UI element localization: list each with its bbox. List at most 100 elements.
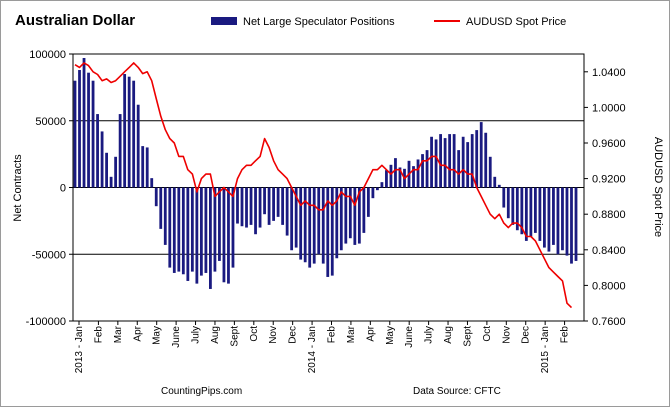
net-position-bar: [91, 80, 95, 188]
net-position-bar: [254, 187, 257, 235]
left-axis-title: Net Contracts: [12, 154, 24, 222]
net-position-bar: [245, 187, 248, 228]
net-position-bar: [488, 156, 492, 188]
net-position-bar: [281, 187, 285, 225]
net-position-bar: [231, 187, 235, 268]
net-position-bar: [362, 187, 366, 233]
net-position-bar: [294, 187, 298, 248]
x-tick-label: Apr: [132, 325, 143, 341]
x-tick-label: Sept: [229, 326, 240, 347]
net-position-bar: [132, 80, 136, 188]
net-position-bar: [276, 187, 280, 217]
net-position-bar: [565, 187, 569, 256]
net-position-bar: [136, 104, 140, 188]
net-position-bar: [308, 187, 312, 268]
x-tick-label: June: [404, 326, 415, 348]
net-position-bar: [145, 147, 149, 188]
right-tick-label: 0.8000: [592, 280, 626, 292]
net-position-bar: [96, 114, 99, 188]
net-position-bar: [524, 187, 528, 241]
net-position-bar: [497, 184, 501, 188]
right-axis-title: AUDUSD Spot Price: [652, 137, 664, 237]
net-position-bar: [357, 187, 361, 244]
net-position-bar: [150, 178, 154, 188]
net-position-bar: [421, 154, 424, 188]
x-tick-label: Aug: [443, 326, 454, 344]
x-tick-label: Feb: [93, 326, 104, 344]
footer-source-site: CountingPips.com: [161, 386, 242, 397]
net-position-bar: [425, 150, 429, 188]
net-position-bar: [416, 159, 420, 188]
net-position-bar: [249, 187, 253, 225]
price-line-series: [74, 62, 573, 309]
net-position-bar: [195, 187, 199, 284]
x-tick-label: 2013 - Jan: [74, 326, 85, 373]
net-position-bar: [141, 146, 145, 188]
right-tick-label: 0.8400: [592, 245, 626, 257]
x-tick-label: July: [191, 326, 202, 344]
x-tick-label: Feb: [327, 326, 338, 344]
net-position-bar: [348, 187, 352, 239]
right-tick-label: 0.7600: [592, 316, 626, 328]
net-position-bar: [317, 187, 321, 255]
net-position-bar: [371, 187, 375, 199]
net-position-bar: [461, 136, 465, 188]
net-position-bar: [520, 187, 524, 235]
right-tick-label: 1.0400: [592, 67, 626, 79]
x-axis-ticks: [78, 321, 566, 325]
audusd-line: [74, 62, 573, 309]
net-position-bar: [326, 187, 330, 277]
net-position-bar: [227, 187, 230, 284]
net-position-bar: [168, 187, 172, 268]
net-position-bar: [479, 122, 483, 188]
net-position-bar: [163, 187, 167, 245]
net-position-bar: [204, 187, 208, 273]
x-tick-label: Nov: [501, 326, 512, 344]
net-position-bar: [236, 187, 239, 224]
x-tick-label: 2014 - Jan: [307, 326, 318, 373]
x-tick-label: Sept: [462, 326, 473, 347]
net-position-bar: [475, 130, 479, 188]
net-position-bar: [543, 187, 546, 248]
net-position-bar: [529, 187, 533, 237]
net-position-bar: [123, 74, 127, 188]
net-position-bar: [448, 134, 452, 188]
x-tick-label: May: [385, 326, 396, 345]
left-tick-label: 100000: [29, 49, 66, 61]
net-position-bar: [127, 76, 131, 188]
net-position-bar: [114, 156, 118, 188]
net-position-bar: [330, 187, 334, 276]
x-tick-label: Oct: [249, 326, 260, 342]
x-axis-labels: 2013 - Jan Feb Mar Apr May June July Aug Sept Oct…: [74, 325, 571, 373]
net-position-bar: [290, 187, 294, 251]
legend-bar-swatch: [211, 17, 237, 25]
net-position-bar: [552, 187, 555, 245]
net-position-bar: [493, 176, 497, 188]
legend-line-label: AUDUSD Spot Price: [466, 16, 566, 28]
net-position-bar: [82, 58, 86, 188]
x-tick-label: Aug: [210, 326, 221, 344]
bar-series: [73, 58, 578, 289]
x-tick-label: 2015 - Jan: [540, 326, 551, 373]
left-tick-label: 0: [60, 183, 66, 195]
x-tick-label: Apr: [365, 325, 376, 341]
chart-title: Australian Dollar: [15, 12, 135, 29]
net-position-bar: [353, 187, 357, 245]
net-position-bar: [100, 131, 104, 188]
net-position-bar: [376, 187, 379, 191]
net-position-bar: [73, 80, 77, 188]
net-position-bar: [285, 187, 289, 236]
net-position-bar: [263, 187, 266, 215]
net-position-bar: [556, 187, 560, 255]
net-position-bar: [380, 182, 384, 188]
net-position-bar: [502, 187, 506, 208]
net-position-bar: [172, 187, 176, 273]
x-tick-label: Oct: [482, 326, 493, 342]
net-position-bar: [570, 187, 573, 264]
net-position-bar: [218, 187, 221, 261]
net-position-bar: [366, 187, 370, 217]
net-position-bar: [199, 187, 203, 276]
net-position-bar: [443, 138, 447, 188]
